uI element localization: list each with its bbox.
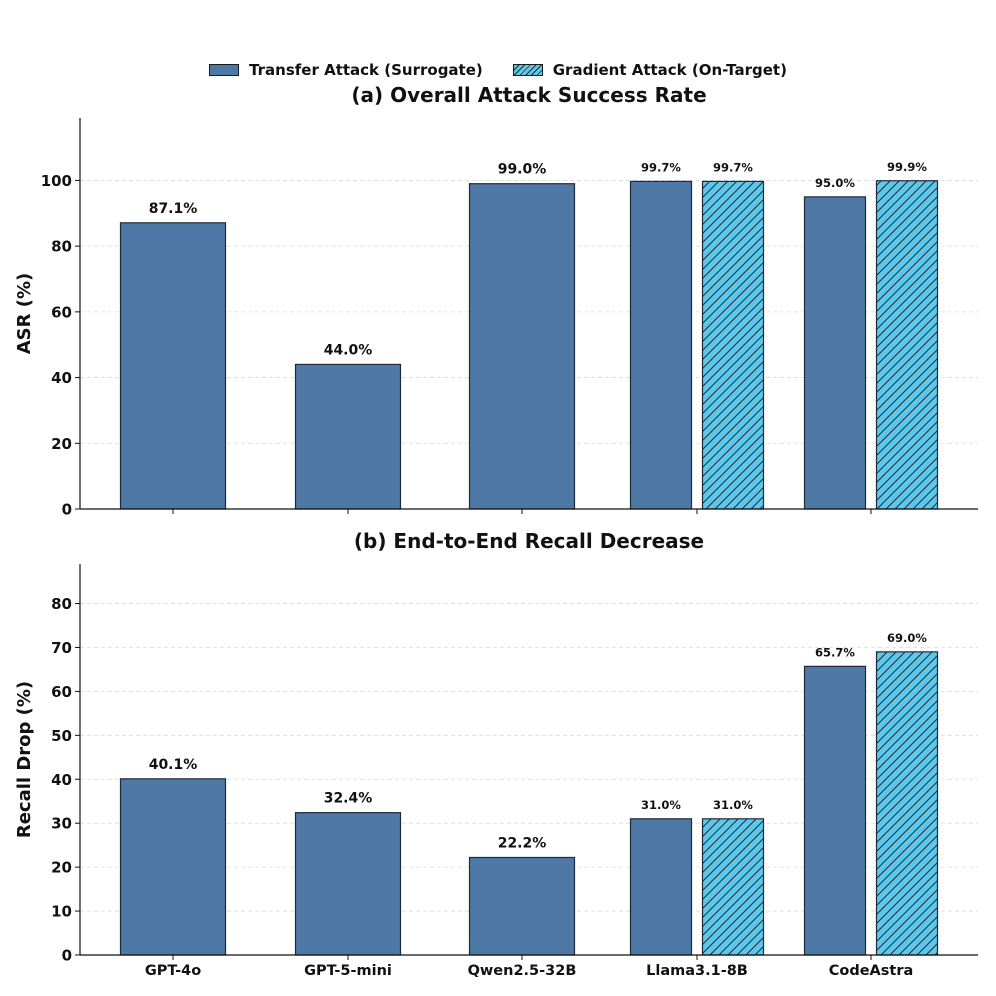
panel-b-xtick-label: CodeAstra (829, 963, 914, 979)
legend-item-transfer: Transfer Attack (Surrogate) (209, 61, 483, 79)
panel-a-bar-gradient (875, 180, 939, 510)
panel-b-bar-transfer (119, 778, 227, 956)
panel-b-xtick-label: GPT-4o (145, 963, 201, 979)
panel-b-title: (b) End-to-End Recall Decrease (354, 529, 704, 553)
panel-b-xtick-label: GPT-5-mini (304, 963, 392, 979)
panel-b-data-label-transfer: 32.4% (324, 791, 373, 807)
panel-b-ytick-label: 50 (51, 727, 72, 745)
panel-b-ylabel: Recall Drop (%) (14, 681, 35, 838)
panel-a-data-label-gradient: 99.9% (887, 160, 927, 174)
panel-b-bar-gradient (701, 818, 765, 956)
panel-a-ytick-label: 40 (51, 369, 72, 387)
legend-swatch-gradient (512, 64, 543, 76)
panel-b-data-label-transfer: 65.7% (815, 645, 855, 659)
panel-a-bar-gradient (701, 180, 765, 510)
panel-b-ytick-label: 70 (51, 639, 72, 657)
legend-label-gradient: Gradient Attack (On-Target) (552, 61, 787, 79)
panel-b-xtick-label: Llama3.1-8B (646, 963, 748, 979)
panel-a-data-label-transfer: 95.0% (815, 176, 855, 190)
panel-b-bar-transfer (629, 818, 693, 956)
panel-b-ytick-label: 80 (51, 595, 72, 613)
panel-b-data-label-transfer: 40.1% (149, 757, 198, 773)
panel-a-data-label-transfer: 44.0% (324, 342, 373, 358)
panel-a-bar-transfer (294, 363, 402, 510)
panel-a-data-label-transfer: 87.1% (149, 201, 198, 217)
panel-a-ytick-label: 100 (41, 172, 72, 190)
panel-b-ytick-label: 30 (51, 815, 72, 833)
panel-a-bar-transfer (468, 183, 576, 510)
panel-b-bar-transfer (294, 812, 402, 956)
panel-b-xtick-label: Qwen2.5-32B (468, 963, 577, 979)
panel-a-ytick-label: 20 (51, 435, 72, 453)
legend-item-gradient: Gradient Attack (On-Target) (512, 61, 787, 79)
panel-b-ytick-label: 20 (51, 859, 72, 877)
panel-b-data-label-gradient: 69.0% (887, 631, 927, 645)
panel-b-data-label-transfer: 22.2% (498, 835, 547, 851)
panel-a-bar-transfer (803, 196, 867, 510)
panel-b-ytick-label: 40 (51, 771, 72, 789)
legend-swatch-transfer (209, 64, 240, 76)
legend: Transfer Attack (Surrogate) Gradient Att… (0, 58, 996, 82)
panel-b-bar-transfer (803, 665, 867, 956)
panel-b-ytick-label: 10 (51, 903, 72, 921)
panel-b-data-label-gradient: 31.0% (713, 798, 753, 812)
panel-b-ytick-label: 60 (51, 683, 72, 701)
panel-a-ytick-label: 0 (62, 501, 72, 519)
panel-a-bar-transfer (629, 180, 693, 510)
panel-a-bar-transfer (119, 222, 227, 510)
panel-b-bar-gradient (875, 651, 939, 956)
panel-b-bar-transfer (468, 856, 576, 956)
panel-a-title: (a) Overall Attack Success Rate (351, 83, 706, 107)
legend-label-transfer: Transfer Attack (Surrogate) (249, 61, 483, 79)
panel-b-data-label-transfer: 31.0% (641, 798, 681, 812)
panel-a-data-label-gradient: 99.7% (713, 160, 753, 174)
panel-a-ytick-label: 80 (51, 238, 72, 256)
panel-b-ytick-label: 0 (62, 947, 72, 965)
panel-a-ytick-label: 60 (51, 303, 72, 321)
panel-a-ylabel: ASR (%) (14, 273, 35, 355)
panel-a-data-label-transfer: 99.0% (498, 162, 547, 178)
panel-a-data-label-transfer: 99.7% (641, 160, 681, 174)
